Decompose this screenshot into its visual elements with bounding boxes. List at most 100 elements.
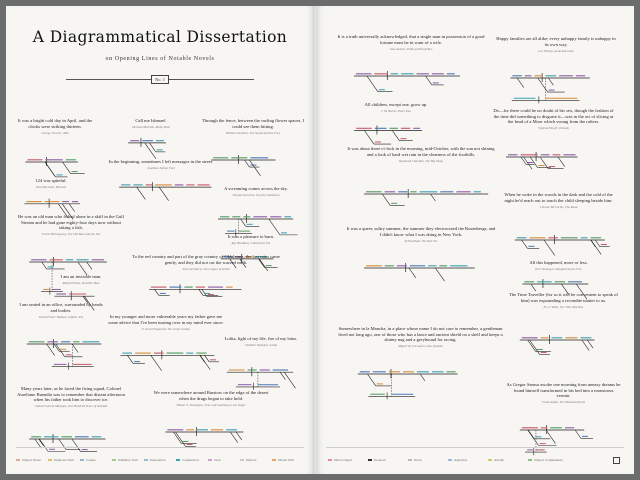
legend-label: Preposition	[150, 458, 166, 462]
diagram-modifier	[366, 76, 379, 93]
quote-text: As Gregor Samsa awoke one morning from u…	[506, 382, 621, 399]
diagram-modifier	[154, 289, 160, 296]
quote-attribution: William Faulkner, The Sound and the Fury	[225, 130, 281, 135]
quote-attribution: Raymond Chandler, The Big Sleep	[399, 158, 443, 163]
opening-line-quote: It was about three o'clock in the mornin…	[346, 146, 496, 164]
quote-attribution: Franz Kafka, The Metamorphosis	[541, 400, 586, 405]
diagram-modifier	[539, 157, 549, 170]
opening-line-quote: Happy families are all alike; every unha…	[496, 36, 616, 54]
legend-swatch	[272, 459, 276, 461]
legend-label: Modal Verb	[278, 458, 295, 462]
diagram-modifier	[561, 283, 569, 295]
quote-text: All children, except one, grow up.	[364, 102, 428, 107]
sentence-diagram-graphic	[29, 434, 106, 453]
quote-attribution: Sylvia Plath, The Bell Jar	[404, 238, 438, 243]
sentence-diagram	[16, 417, 126, 474]
diagram-modifier	[520, 157, 527, 166]
quote-attribution: Vladimir Nabokov, Lolita	[244, 343, 278, 348]
right-legend: Direct Object Pronoun Noun Adjective Adverb S…	[328, 458, 568, 462]
diagram-modifier	[204, 354, 210, 362]
page-subtitle: on Opening Lines of Notable Novels	[105, 56, 215, 62]
quote-text: It was a pleasure to burn.	[227, 234, 275, 239]
quote-text: All this happened, more or less.	[529, 260, 588, 265]
sentence-diagram	[206, 201, 306, 241]
sentence-diagram-graphic	[514, 234, 610, 256]
diagram-modifier	[229, 258, 237, 268]
sentence-diagram	[121, 133, 181, 159]
legend-item: Adverb	[488, 458, 528, 462]
opening-line-quote: All this happened, more or less. Kurt Von…	[511, 260, 606, 273]
diagram-modifier	[590, 239, 596, 247]
legend-rule	[16, 447, 304, 448]
diagram-modifier	[39, 439, 49, 452]
diagram-modifier	[136, 187, 146, 200]
diagram-modifier	[150, 354, 162, 371]
legend-item: Copula	[80, 458, 112, 462]
diagram-modifier	[38, 439, 44, 447]
sentence-diagram-graphic	[24, 198, 81, 220]
legend-swatch	[240, 459, 244, 461]
diagram-modifier	[68, 203, 75, 212]
quote-text: Lolita, light of my life, fire of my loi…	[224, 336, 298, 341]
sentence-diagram	[501, 218, 616, 278]
sentence-diagram-graphic	[357, 368, 458, 400]
diagram-modifier	[430, 193, 436, 202]
diagram-modifier	[284, 372, 296, 389]
diagram-modifier	[523, 157, 533, 170]
sentence-diagram	[16, 240, 126, 300]
sentence-diagram	[151, 410, 271, 460]
opening-line-quote: In the beginning, sometimes I left messa…	[106, 159, 216, 172]
opening-line-quote: In my younger and more vulnerable years …	[106, 314, 226, 332]
opening-line-quote: All children, except one, grow up. J. M. …	[341, 102, 451, 115]
quote-attribution: Leo Tolstoy, Anna Karenina	[538, 48, 574, 53]
opening-line-quote: A screaming comes across the sky. Thomas …	[206, 186, 306, 199]
opening-line-quote: 124 was spiteful. Toni Morrison, Beloved	[16, 178, 86, 191]
sentence-diagram	[346, 172, 496, 236]
diagram-modifier	[521, 239, 528, 249]
sentence-diagram-graphic	[354, 125, 423, 144]
legend-swatch	[48, 459, 52, 461]
sentence-diagram	[506, 318, 621, 368]
diagram-modifier	[58, 439, 67, 450]
diagram-modifier	[595, 239, 601, 247]
book-gutter	[313, 6, 317, 474]
opening-line-quote: It was a queer, sultry summer, the summe…	[346, 226, 496, 244]
left-page: A Diagrammatical Dissertation on Opening…	[6, 6, 314, 474]
quote-attribution: Hunter S. Thompson, Fear and Loathing in…	[176, 402, 246, 407]
legend-item: Conjunction	[176, 458, 208, 462]
sentence-diagram-graphic	[211, 155, 276, 177]
legend-swatch	[448, 459, 452, 461]
sentence-diagram	[16, 322, 106, 372]
legend-swatch	[176, 459, 180, 461]
diagram-modifier	[230, 432, 238, 443]
sentence-diagram	[106, 340, 226, 374]
quote-text: Many years later, as he faced the firing…	[17, 386, 125, 403]
legend-swatch	[208, 459, 212, 461]
opening-line-quote: Many years later, as he faced the firing…	[16, 386, 126, 410]
quote-text: It was about three o'clock in the mornin…	[347, 146, 495, 157]
diagram-modifier	[364, 129, 375, 144]
sentence-diagram	[506, 408, 621, 458]
diagram-modifier	[71, 439, 81, 453]
opening-line-quote: It is a truth universally acknowledged, …	[336, 34, 486, 52]
sentence-diagram	[496, 56, 616, 106]
quote-text: In my younger and more vulnerable years …	[108, 314, 224, 325]
sentence-diagram-graphic	[364, 188, 489, 206]
quote-attribution: Virginia Woolf, Orlando	[538, 126, 569, 131]
legend-label: Verb	[214, 458, 221, 462]
quote-text: When he woke in the woods in the dark an…	[504, 192, 613, 203]
sentence-diagram-graphic	[510, 73, 590, 104]
diagram-modifier	[199, 354, 211, 370]
diagram-modifier	[527, 429, 535, 439]
diagram-modifier	[392, 129, 400, 141]
legend-swatch	[368, 459, 372, 461]
legend-label: Adjective	[454, 458, 468, 462]
sentence-diagram-graphic	[119, 182, 212, 202]
legend-label: Subject Complement	[534, 458, 563, 462]
opening-line-quote: Somewhere in la Mancha, in a place whose…	[338, 326, 503, 350]
sentence-diagram-graphic	[128, 137, 166, 159]
sentence-diagram	[46, 289, 116, 311]
quote-text: He was an old man who fished alone in a …	[17, 214, 125, 231]
diagram-modifier	[158, 187, 169, 202]
quote-text: It was a bright cold day in April, and t…	[17, 118, 93, 129]
